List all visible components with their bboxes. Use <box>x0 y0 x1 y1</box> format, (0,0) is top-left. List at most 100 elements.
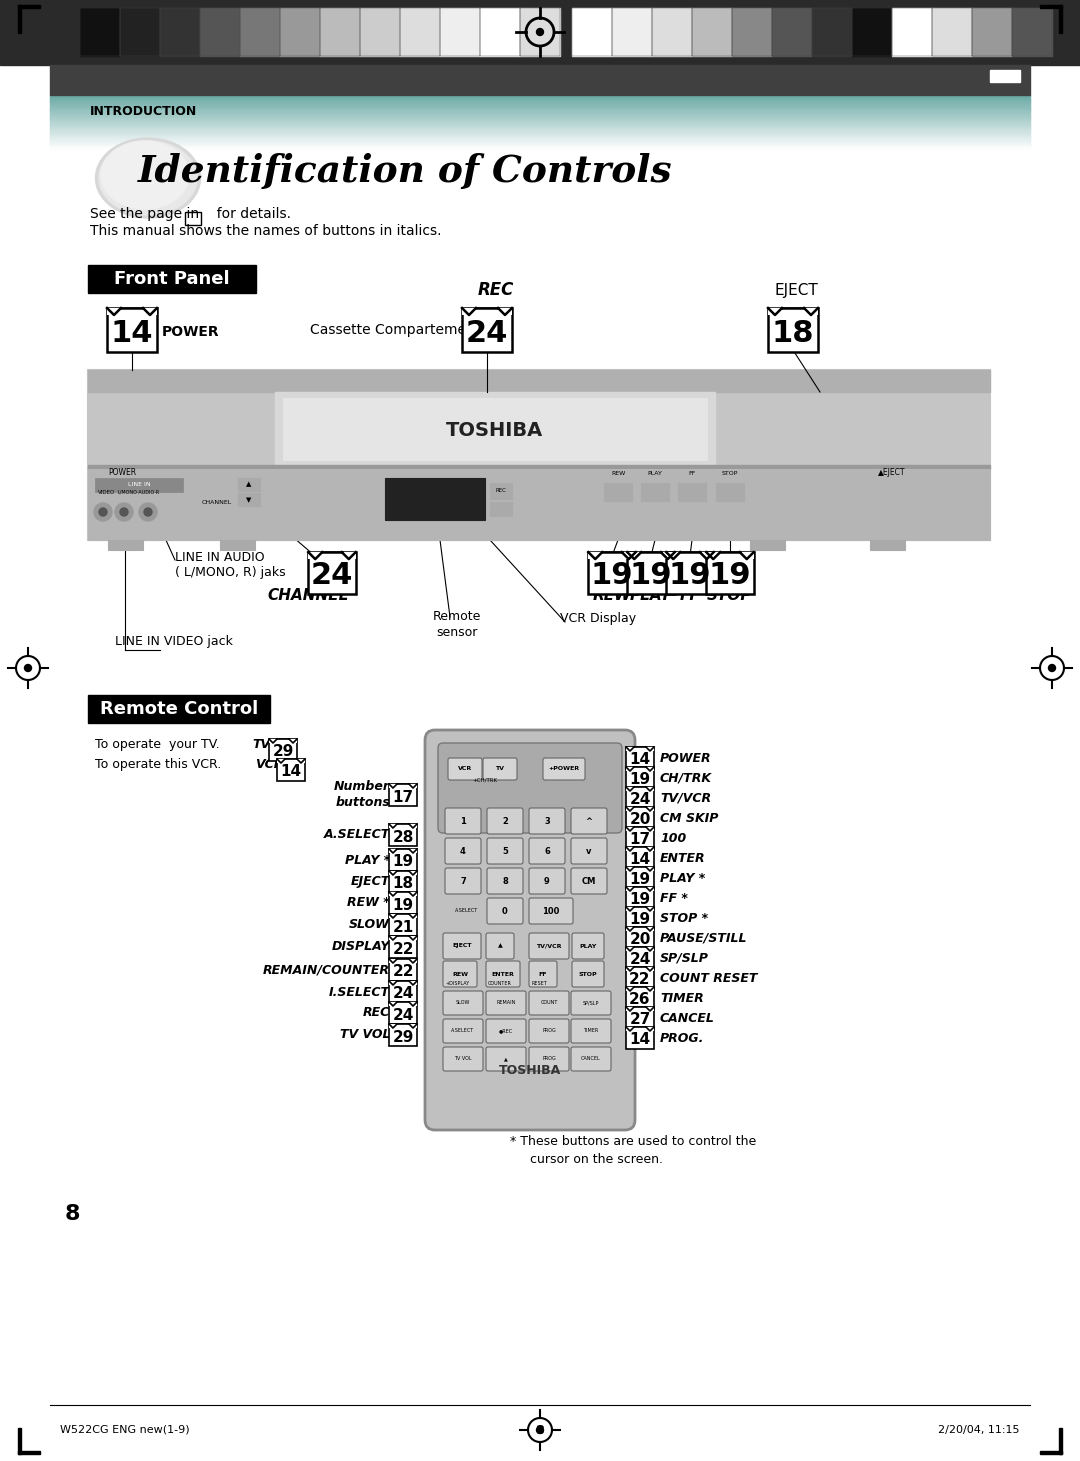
Bar <box>238 478 260 491</box>
Bar <box>852 7 892 56</box>
Bar <box>626 767 654 771</box>
Bar <box>87 370 990 541</box>
Text: CM: CM <box>582 877 596 885</box>
Text: 14: 14 <box>630 853 650 868</box>
Text: 24: 24 <box>630 953 650 967</box>
Text: 29: 29 <box>272 745 294 760</box>
FancyBboxPatch shape <box>572 961 604 988</box>
Bar <box>389 871 417 875</box>
Bar <box>1040 1451 1062 1454</box>
Text: EJECT: EJECT <box>351 875 390 888</box>
Bar <box>626 1007 654 1029</box>
Bar <box>626 767 654 789</box>
Bar <box>612 7 652 56</box>
Text: 19: 19 <box>630 893 650 907</box>
Bar <box>626 806 654 811</box>
Bar <box>932 7 972 56</box>
Text: 19: 19 <box>630 773 650 787</box>
Bar <box>308 552 355 560</box>
Text: Front Panel: Front Panel <box>114 270 230 288</box>
Text: RESET: RESET <box>531 980 546 986</box>
Bar <box>732 7 772 56</box>
Circle shape <box>94 503 112 522</box>
Ellipse shape <box>102 142 189 209</box>
Text: 14: 14 <box>630 1033 650 1048</box>
Text: CHANNEL: CHANNEL <box>202 500 232 506</box>
Bar <box>626 947 654 969</box>
Bar <box>220 541 255 549</box>
Bar <box>870 541 905 549</box>
FancyBboxPatch shape <box>529 868 565 894</box>
Bar <box>626 1027 654 1049</box>
Text: ▲: ▲ <box>498 944 502 948</box>
Text: VCR: VCR <box>458 767 472 771</box>
Circle shape <box>25 665 31 672</box>
FancyBboxPatch shape <box>529 899 573 923</box>
Bar <box>626 747 654 768</box>
Text: VCR: VCR <box>255 758 283 771</box>
Text: A.SELECT: A.SELECT <box>455 907 478 913</box>
Bar <box>276 760 305 763</box>
Bar <box>626 866 654 888</box>
Bar <box>276 760 305 782</box>
Text: 100: 100 <box>542 906 559 916</box>
Bar <box>892 7 932 56</box>
Bar <box>389 958 417 980</box>
FancyBboxPatch shape <box>529 1048 569 1071</box>
FancyBboxPatch shape <box>448 758 482 780</box>
Bar <box>200 7 240 56</box>
Bar <box>283 397 707 460</box>
Bar <box>626 827 654 831</box>
Text: TV VOL: TV VOL <box>455 1056 472 1062</box>
Text: TV VOL: TV VOL <box>339 1029 390 1042</box>
Text: REW: REW <box>593 587 632 603</box>
Text: 19: 19 <box>669 561 712 590</box>
Text: 28: 28 <box>392 830 414 844</box>
Text: COUNT RESET: COUNT RESET <box>660 972 757 985</box>
Bar <box>389 893 417 915</box>
Bar <box>389 915 417 918</box>
FancyBboxPatch shape <box>438 744 622 833</box>
Text: FF *: FF * <box>660 891 688 904</box>
FancyBboxPatch shape <box>486 1018 526 1043</box>
FancyBboxPatch shape <box>529 1018 569 1043</box>
FancyBboxPatch shape <box>486 991 526 1015</box>
Text: COUNT: COUNT <box>540 1001 557 1005</box>
Text: 4: 4 <box>460 846 465 856</box>
FancyBboxPatch shape <box>572 934 604 958</box>
FancyBboxPatch shape <box>529 808 565 834</box>
Bar <box>972 7 1012 56</box>
Text: 29: 29 <box>392 1030 414 1045</box>
Bar <box>772 7 812 56</box>
Text: 2: 2 <box>502 817 508 825</box>
Bar <box>1059 1427 1062 1454</box>
Bar <box>269 739 297 761</box>
Text: SLOW: SLOW <box>456 1001 470 1005</box>
FancyBboxPatch shape <box>571 991 611 1015</box>
Bar <box>519 7 561 56</box>
FancyBboxPatch shape <box>445 839 481 863</box>
Text: TV/VCR: TV/VCR <box>537 944 562 948</box>
Bar <box>732 7 772 56</box>
Circle shape <box>144 508 152 516</box>
Text: STOP: STOP <box>721 470 739 476</box>
Bar <box>108 541 143 549</box>
FancyBboxPatch shape <box>487 839 523 863</box>
Text: 24: 24 <box>311 561 353 590</box>
Circle shape <box>120 508 129 516</box>
Bar <box>389 893 417 896</box>
FancyBboxPatch shape <box>445 868 481 894</box>
Bar <box>1012 7 1052 56</box>
Text: TIMER: TIMER <box>660 992 704 1005</box>
Bar <box>812 7 852 56</box>
Bar <box>612 7 652 56</box>
Bar <box>18 4 21 34</box>
Bar <box>626 827 654 849</box>
Bar <box>107 308 157 316</box>
Text: SP/SLP: SP/SLP <box>583 1001 599 1005</box>
Text: TV/VCR: TV/VCR <box>660 792 711 805</box>
Text: PAUSE/STILL: PAUSE/STILL <box>660 932 747 944</box>
Text: 19: 19 <box>708 561 752 590</box>
Bar <box>389 915 417 937</box>
Text: PLAY *: PLAY * <box>660 872 705 884</box>
